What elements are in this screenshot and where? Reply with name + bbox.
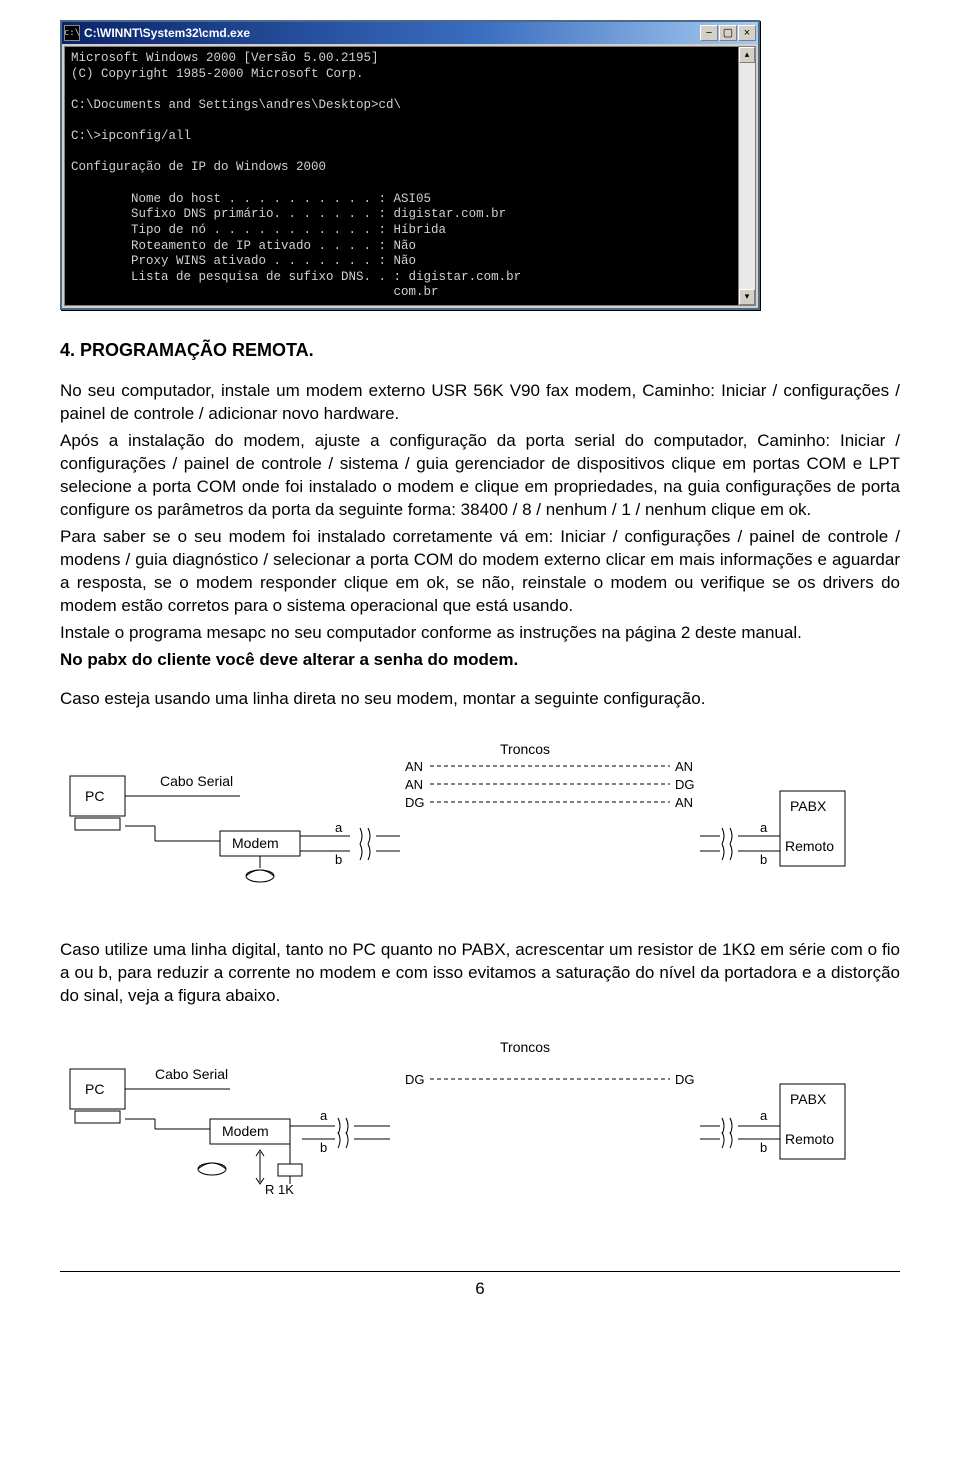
paragraph: Caso utilize uma linha digital, tanto no… — [60, 939, 900, 1008]
maximize-button[interactable]: ▢ — [719, 25, 737, 41]
cmd-line: com.br — [71, 285, 439, 299]
cmd-icon: c:\ — [64, 25, 80, 41]
cmd-body-wrap: Microsoft Windows 2000 [Versão 5.00.2195… — [62, 44, 758, 308]
troncos-label: Troncos — [500, 741, 550, 757]
modem-label: Modem — [222, 1123, 269, 1139]
page-number: 6 — [60, 1278, 900, 1301]
line-right: AN — [675, 795, 693, 810]
paragraph: No seu computador, instale um modem exte… — [60, 380, 900, 426]
cmd-title-text: C:\WINNT\System32\cmd.exe — [84, 25, 700, 41]
b-label-r: b — [760, 1140, 767, 1155]
r1k-label: R 1K — [265, 1182, 294, 1197]
paragraph: Após a instalação do modem, ajuste a con… — [60, 430, 900, 522]
cmd-scrollbar[interactable]: ▴ ▾ — [738, 46, 756, 306]
pc-label: PC — [85, 1081, 104, 1097]
cmd-line: Proxy WINS ativado . . . . . . . : Não — [71, 254, 416, 268]
dg-label-l: DG — [405, 1072, 425, 1087]
cmd-line: Configuração de IP do Windows 2000 — [71, 160, 326, 174]
cmd-line: Sufixo DNS primário. . . . . . . : digis… — [71, 207, 506, 221]
line-left: AN — [405, 777, 423, 792]
paragraph: Caso esteja usando uma linha direta no s… — [60, 688, 900, 711]
section-heading: 4. PROGRAMAÇÃO REMOTA. — [60, 338, 900, 362]
pc-label: PC — [85, 788, 104, 804]
scroll-up-button[interactable]: ▴ — [739, 47, 755, 63]
cmd-line: Tipo de nó . . . . . . . . . . . : Híbri… — [71, 223, 446, 237]
troncos-label: Troncos — [500, 1039, 550, 1055]
footer-rule — [60, 1271, 900, 1272]
cmd-line: Microsoft Windows 2000 [Versão 5.00.2195… — [71, 51, 379, 65]
a-label-r: a — [760, 1108, 768, 1123]
cmd-line: (C) Copyright 1985-2000 Microsoft Corp. — [71, 67, 364, 81]
cmd-line: Roteamento de IP ativado . . . . : Não — [71, 239, 416, 253]
diagram-1: PC Cabo Serial Modem a b Troncos AN AN A… — [60, 736, 860, 906]
a-label: a — [320, 1108, 328, 1123]
scroll-down-button[interactable]: ▾ — [739, 289, 755, 305]
line-right: DG — [675, 777, 695, 792]
b-label: b — [335, 852, 342, 867]
cmd-line: C:\Documents and Settings\andres\Desktop… — [71, 98, 401, 112]
paragraph: Para saber se o seu modem foi instalado … — [60, 526, 900, 618]
cmd-line: Nome do host . . . . . . . . . . : ASI05 — [71, 192, 431, 206]
cmd-output: Microsoft Windows 2000 [Versão 5.00.2195… — [64, 46, 738, 306]
cmd-window-buttons: − ▢ × — [700, 25, 756, 41]
cmd-window: c:\ C:\WINNT\System32\cmd.exe − ▢ × Micr… — [60, 20, 760, 310]
line-left: DG — [405, 795, 425, 810]
pabx-label: PABX — [790, 798, 827, 814]
cmd-line: C:\>ipconfig/all — [71, 129, 191, 143]
paragraph-bold: No pabx do cliente você deve alterar a s… — [60, 649, 900, 672]
remoto-label: Remoto — [785, 838, 834, 854]
modem-label: Modem — [232, 835, 279, 851]
pabx-label: PABX — [790, 1091, 827, 1107]
cabo-label: Cabo Serial — [160, 773, 233, 789]
dg-label-r: DG — [675, 1072, 695, 1087]
cmd-titlebar: c:\ C:\WINNT\System32\cmd.exe − ▢ × — [62, 22, 758, 44]
scroll-track[interactable] — [739, 63, 755, 289]
cmd-line: Lista de pesquisa de sufixo DNS. . : dig… — [71, 270, 521, 284]
a-label: a — [335, 820, 343, 835]
a-label-r: a — [760, 820, 768, 835]
diagram-2: PC Cabo Serial Modem a R 1K b T — [60, 1034, 860, 1214]
line-left: AN — [405, 759, 423, 774]
remoto-label: Remoto — [785, 1131, 834, 1147]
minimize-button[interactable]: − — [700, 25, 718, 41]
line-right: AN — [675, 759, 693, 774]
b-label-r: b — [760, 852, 767, 867]
close-button[interactable]: × — [738, 25, 756, 41]
paragraph: Instale o programa mesapc no seu computa… — [60, 622, 900, 645]
cabo-label: Cabo Serial — [155, 1066, 228, 1082]
b-label: b — [320, 1140, 327, 1155]
